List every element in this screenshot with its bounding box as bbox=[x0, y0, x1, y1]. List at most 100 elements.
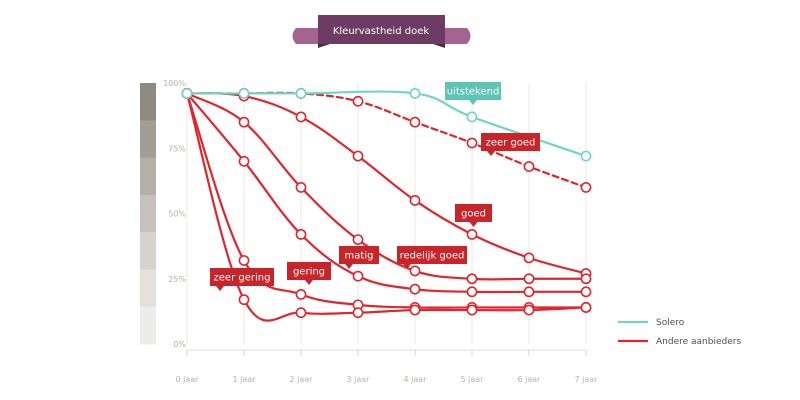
data-point bbox=[466, 273, 478, 285]
data-point bbox=[580, 302, 592, 313]
label-text: goed bbox=[461, 209, 486, 220]
data-point bbox=[352, 307, 364, 319]
label-pointer bbox=[403, 264, 411, 269]
series-line bbox=[185, 92, 588, 322]
data-point bbox=[352, 270, 364, 282]
legend-label: Solero bbox=[656, 318, 685, 328]
y-axis-shade-scale bbox=[140, 83, 156, 345]
y-tick-label: 100% bbox=[163, 79, 186, 88]
data-point bbox=[523, 304, 535, 316]
legend-item: Andere aanbieders bbox=[618, 337, 741, 347]
legend-label: Andere aanbieders bbox=[656, 337, 741, 347]
data-point bbox=[466, 304, 478, 316]
y-tick-label: 75% bbox=[168, 144, 186, 153]
legend-item: Solero bbox=[618, 318, 685, 328]
data-point bbox=[238, 88, 250, 99]
label-gering: gering bbox=[287, 262, 331, 285]
data-point bbox=[238, 116, 250, 128]
data-point bbox=[295, 111, 307, 123]
label-box bbox=[445, 82, 501, 100]
label-pointer bbox=[469, 222, 478, 227]
label-box bbox=[481, 133, 540, 151]
label-zeer-goed: zeer goed bbox=[481, 133, 540, 156]
series-uitstekend bbox=[181, 88, 592, 162]
series-matig bbox=[181, 88, 592, 298]
shade-band bbox=[140, 232, 156, 270]
label-text: redelijk goed bbox=[400, 251, 465, 262]
data-point bbox=[409, 88, 421, 99]
label-text: uitstekend bbox=[447, 87, 500, 98]
data-point bbox=[466, 228, 478, 240]
data-point bbox=[466, 286, 478, 298]
label-pointer bbox=[487, 151, 495, 156]
title-banner: Kleurvastheid doek bbox=[292, 15, 471, 48]
x-tick-label: 7 jaar bbox=[575, 375, 599, 384]
data-point bbox=[409, 304, 421, 316]
label-text: matig bbox=[345, 251, 374, 262]
data-point bbox=[466, 137, 478, 149]
data-point bbox=[580, 150, 592, 162]
y-tick-label: 25% bbox=[168, 275, 186, 284]
data-point bbox=[580, 273, 592, 285]
x-axis-ticks: 0 jaar 1 jaar 2 jaar 3 jaar 4 jaar 5 jaar 6 ja… bbox=[176, 350, 599, 384]
data-point bbox=[580, 181, 592, 193]
data-point bbox=[409, 283, 421, 295]
label-redelijk-goed: redelijk goed bbox=[397, 246, 467, 269]
label-zeer-gering: zeer gering bbox=[210, 268, 274, 291]
x-tick-label: 3 jaar bbox=[347, 375, 371, 384]
x-tick-label: 4 jaar bbox=[404, 375, 428, 384]
shade-band bbox=[140, 194, 156, 233]
label-text: zeer goed bbox=[486, 138, 536, 149]
data-point bbox=[295, 307, 307, 319]
label-text: zeer gering bbox=[214, 273, 271, 284]
data-point bbox=[352, 234, 364, 245]
data-point bbox=[181, 88, 193, 99]
label-box bbox=[339, 246, 379, 264]
data-point bbox=[523, 286, 535, 298]
data-point bbox=[295, 228, 307, 240]
label-text: gering bbox=[293, 267, 325, 278]
label-pointer bbox=[469, 100, 477, 105]
x-tick-label: 2 jaar bbox=[290, 375, 314, 384]
shade-band bbox=[140, 269, 156, 308]
data-point bbox=[352, 95, 364, 107]
label-box bbox=[210, 268, 274, 286]
shade-band bbox=[140, 157, 156, 196]
data-point bbox=[409, 265, 421, 277]
series-line bbox=[185, 92, 588, 275]
data-point bbox=[295, 289, 307, 300]
x-tick-label: 0 jaar bbox=[176, 375, 200, 384]
legend: Solero Andere aanbieders bbox=[618, 318, 741, 347]
data-point bbox=[466, 111, 478, 123]
data-point bbox=[523, 161, 535, 172]
data-point bbox=[238, 294, 250, 306]
data-point bbox=[523, 252, 535, 264]
label-box bbox=[287, 262, 331, 280]
data-point bbox=[580, 286, 592, 298]
label-pointer bbox=[345, 264, 353, 269]
data-point bbox=[409, 116, 421, 128]
data-point bbox=[295, 181, 307, 193]
label-box bbox=[455, 204, 492, 222]
label-uitstekend: uitstekend bbox=[445, 82, 501, 105]
data-point bbox=[352, 150, 364, 162]
y-tick-label: 50% bbox=[168, 210, 186, 219]
shade-band bbox=[140, 120, 156, 159]
x-tick-label: 1 jaar bbox=[233, 375, 257, 384]
shade-band bbox=[140, 306, 156, 345]
x-tick-label: 6 jaar bbox=[518, 375, 542, 384]
y-axis-ticks: 100% 75% 50% 25% 0% bbox=[163, 79, 186, 349]
chart-title: Kleurvastheid doek bbox=[333, 26, 430, 37]
data-point bbox=[409, 195, 421, 206]
data-point bbox=[295, 88, 307, 99]
label-box bbox=[397, 246, 467, 264]
label-matig: matig bbox=[339, 246, 379, 269]
data-point bbox=[238, 155, 250, 167]
data-point bbox=[523, 273, 535, 285]
label-goed: goed bbox=[455, 204, 492, 227]
series-labels: uitstekend zeer goed goed redelijk goed mati… bbox=[210, 82, 540, 291]
series-lines bbox=[181, 88, 592, 322]
y-tick-label: 0% bbox=[173, 340, 186, 349]
data-point bbox=[238, 255, 250, 266]
